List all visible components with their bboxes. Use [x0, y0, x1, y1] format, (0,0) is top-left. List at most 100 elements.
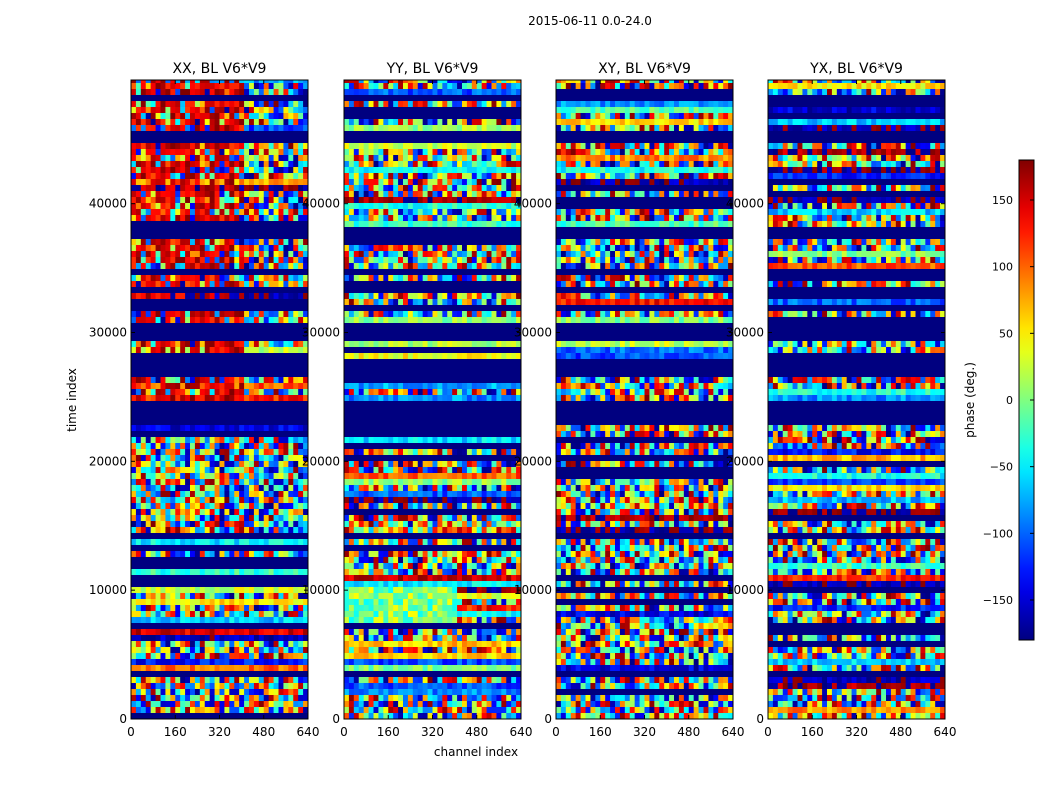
heatmap-cell	[209, 659, 215, 665]
heatmap-cell	[403, 437, 409, 443]
heatmap-cell	[388, 707, 394, 713]
heatmap-cell	[199, 281, 206, 287]
heatmap-cell	[140, 143, 147, 149]
heatmap-cell	[145, 677, 152, 683]
heatmap-cell	[476, 341, 483, 347]
heatmap-cell	[452, 341, 458, 347]
heatmap-cell	[278, 497, 284, 503]
heatmap-cell	[160, 497, 166, 503]
heatmap-cell	[288, 491, 294, 497]
heatmap-cell	[383, 197, 389, 203]
heatmap-cell	[273, 437, 279, 443]
heatmap-cell	[363, 317, 369, 323]
heatmap-cell	[437, 515, 443, 521]
heatmap-cell	[298, 155, 304, 161]
heatmap-cell	[131, 683, 137, 689]
heatmap-cell	[234, 683, 240, 689]
heatmap-cell	[263, 341, 270, 347]
heatmap-cell	[358, 617, 365, 623]
heatmap-cell	[501, 695, 507, 701]
heatmap-cell	[511, 515, 517, 521]
heatmap-cell	[368, 629, 374, 635]
heatmap-cell	[412, 263, 419, 269]
heatmap-cell	[373, 569, 379, 575]
heatmap-cell	[244, 377, 250, 383]
heatmap-cell	[481, 569, 487, 575]
heatmap-cell	[298, 659, 304, 665]
heatmap-cell	[437, 449, 443, 455]
heatmap-cell	[481, 185, 487, 191]
heatmap-cell	[249, 275, 255, 281]
heatmap-cell	[407, 707, 414, 713]
heatmap-cell	[437, 179, 443, 185]
heatmap-cell	[190, 113, 196, 119]
heatmap-cell	[278, 425, 284, 431]
heatmap-cell	[165, 143, 171, 149]
heatmap-cell	[160, 377, 166, 383]
heatmap-cell	[150, 167, 156, 173]
heatmap-cell	[462, 491, 468, 497]
heatmap-cell	[501, 467, 507, 473]
heatmap-cell	[353, 311, 360, 317]
heatmap-cell	[298, 551, 304, 557]
heatmap-cell	[422, 587, 428, 593]
heatmap-cell	[258, 491, 265, 497]
heatmap-cell	[491, 461, 497, 467]
heatmap-cell	[407, 611, 414, 617]
heatmap-cell	[204, 647, 211, 653]
heatmap-cell	[258, 665, 265, 671]
heatmap-cell	[393, 659, 399, 665]
heatmap-cell	[496, 185, 502, 191]
heatmap-cell	[288, 185, 294, 191]
heatmap-cell	[253, 83, 260, 89]
heatmap-cell	[239, 185, 245, 191]
heatmap-cell	[253, 107, 260, 113]
heatmap-cell	[353, 299, 360, 305]
heatmap-cell	[253, 587, 260, 593]
heatmap-cell	[466, 689, 473, 695]
heatmap-cell	[373, 185, 379, 191]
heatmap-cell	[244, 251, 250, 257]
heatmap-cell	[273, 275, 279, 281]
heatmap-cell	[417, 563, 424, 569]
heatmap-cell	[131, 149, 137, 155]
heatmap-cell	[190, 101, 196, 107]
heatmap-cell	[155, 155, 161, 161]
heatmap-cell	[422, 491, 428, 497]
heatmap-cell	[180, 695, 186, 701]
heatmap-cell	[363, 629, 369, 635]
heatmap-cell	[253, 551, 260, 557]
heatmap-cell	[239, 701, 245, 707]
heatmap-cell	[268, 437, 274, 443]
heatmap-cell	[135, 179, 142, 185]
heatmap-cell	[199, 263, 206, 269]
heatmap-cell	[378, 245, 384, 251]
heatmap-cell	[432, 515, 438, 521]
heatmap-cell	[214, 209, 220, 215]
heatmap-cell	[388, 557, 394, 563]
heatmap-cell	[303, 509, 308, 515]
heatmap-cell	[491, 215, 497, 221]
heatmap-cell	[393, 593, 399, 599]
heatmap-cell	[268, 653, 274, 659]
heatmap-cell	[283, 347, 289, 353]
heatmap-cell	[249, 539, 255, 545]
heatmap-cell	[165, 275, 171, 281]
heatmap-cell	[268, 449, 274, 455]
heatmap-cell	[358, 437, 365, 443]
heatmap-cell	[481, 437, 487, 443]
heatmap-cell	[288, 389, 294, 395]
heatmap-cell	[506, 341, 512, 347]
heatmap-cell	[268, 689, 274, 695]
heatmap-cell	[344, 701, 350, 707]
heatmap-cell	[293, 473, 299, 479]
heatmap-cell	[353, 599, 360, 605]
heatmap-cell	[417, 395, 424, 401]
heatmap-cell	[155, 653, 161, 659]
heatmap-cell	[486, 275, 492, 281]
heatmap-cell	[383, 263, 389, 269]
heatmap-cell	[403, 275, 409, 281]
heatmap-cell	[268, 473, 274, 479]
heatmap-cell	[437, 557, 443, 563]
heatmap-cell	[185, 569, 191, 575]
